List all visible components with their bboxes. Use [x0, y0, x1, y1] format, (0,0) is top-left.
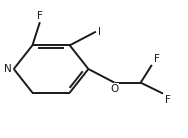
Text: O: O [110, 84, 119, 94]
Text: I: I [98, 27, 101, 37]
Text: N: N [4, 64, 12, 74]
Text: F: F [165, 95, 171, 105]
Text: F: F [154, 54, 160, 63]
Text: F: F [37, 11, 43, 21]
